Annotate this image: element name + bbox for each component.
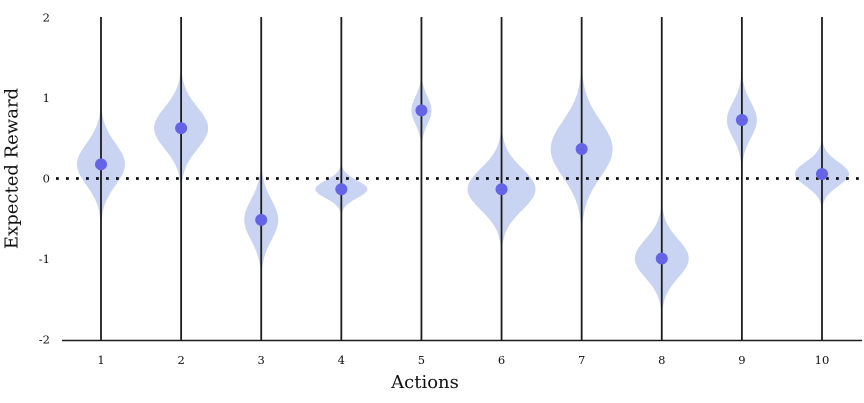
x-tick-label-4: 4	[338, 353, 345, 367]
y-tick-label-1: 1	[43, 91, 50, 105]
mean-dot-8	[655, 252, 668, 265]
x-tick-label-2: 2	[177, 353, 184, 367]
mean-dot-5	[415, 104, 428, 117]
y-tick-label--1: -1	[39, 252, 50, 266]
mean-dot-10	[815, 167, 828, 180]
mean-dot-9	[735, 114, 748, 127]
x-axis-title: Actions	[391, 372, 459, 393]
mean-dot-1	[95, 158, 107, 171]
x-tick-label-1: 1	[97, 353, 104, 367]
mean-dot-2	[175, 122, 188, 135]
mean-dot-7	[575, 143, 588, 156]
x-tick-label-3: 3	[258, 353, 265, 367]
mean-dot-4	[335, 183, 348, 196]
y-tick-label-2: 2	[43, 11, 50, 25]
y-tick-label-0: 0	[43, 172, 50, 186]
x-tick-label-8: 8	[658, 353, 665, 367]
x-tick-label-10: 10	[815, 353, 830, 367]
y-tick-label--2: -2	[39, 333, 50, 347]
x-tick-label-5: 5	[418, 353, 425, 367]
mean-dot-3	[255, 213, 268, 226]
x-tick-label-7: 7	[578, 353, 585, 367]
y-axis-title: Expected Reward	[1, 87, 23, 250]
mean-dot-6	[495, 183, 508, 196]
x-tick-label-6: 6	[498, 353, 505, 367]
x-tick-label-9: 9	[738, 353, 745, 367]
